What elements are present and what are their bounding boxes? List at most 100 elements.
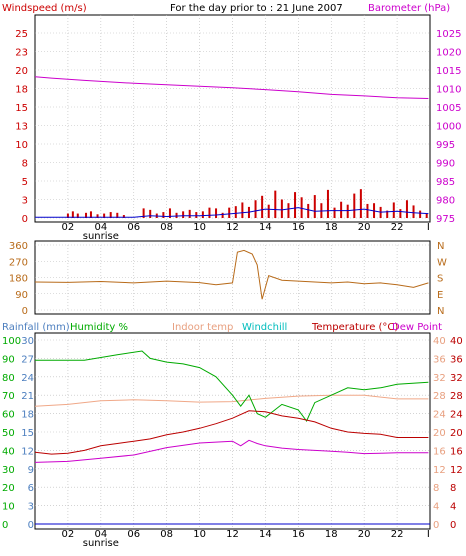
- chart1-left-tick: 10: [15, 140, 28, 151]
- chart3-temp-tick: 20: [450, 428, 463, 439]
- chart3-indoor-tick: 36: [433, 354, 446, 365]
- chart3-humidity-tick: 20: [2, 483, 15, 494]
- gust-bar: [280, 199, 283, 218]
- chart3-x-tick: 14: [259, 529, 272, 540]
- chart3-x-tick: 20: [358, 529, 371, 540]
- gust-bar: [122, 215, 125, 218]
- chart3-rain-tick: 30: [21, 336, 34, 347]
- chart3-humidity-tick: 30: [2, 465, 15, 476]
- chart3-x-tick: 12: [226, 529, 239, 540]
- gust-bar: [366, 203, 369, 218]
- gust-bar: [201, 211, 204, 218]
- chart1-x-tick: 04: [94, 222, 107, 233]
- chart3-rain-tick: 24: [21, 373, 34, 384]
- chart3-humidity-tick: 50: [2, 428, 15, 439]
- chart3-x-tick: 16: [292, 529, 305, 540]
- gust-bar: [392, 202, 395, 218]
- chart3-x-tick: 22: [391, 529, 404, 540]
- chart1-right-tick: 1020: [436, 48, 461, 59]
- gust-bar: [353, 193, 356, 218]
- chart1-left-tick: 23: [15, 48, 28, 59]
- chart3-indoor-tick: 4: [433, 502, 439, 513]
- chart1-left-tick: 13: [15, 122, 28, 133]
- chart3-x-tick: 04: [94, 529, 107, 540]
- chart1-x-tick: 20: [358, 222, 371, 233]
- chart3-humidity-tick: 10: [2, 502, 15, 513]
- gust-bar: [142, 208, 145, 218]
- chart1-frame: [34, 14, 431, 223]
- gust-bar: [103, 213, 106, 218]
- chart3-indoor-tick: 24: [433, 410, 446, 421]
- chart3-temp-tick: 0: [450, 520, 456, 531]
- chart1-end-marker: I: [427, 222, 430, 233]
- gust-bar: [267, 204, 270, 218]
- gust-bar: [71, 211, 74, 218]
- gust-bar: [188, 209, 191, 218]
- legend-dewpoint: Dew Point: [392, 322, 442, 333]
- gust-bar: [254, 200, 257, 218]
- gust-bar: [195, 212, 198, 218]
- dewpoint-line: [34, 439, 429, 463]
- gust-bar: [96, 214, 99, 218]
- gust-bar: [175, 212, 178, 218]
- chart3-indoor-tick: 8: [433, 483, 439, 494]
- chart3-rain-tick: 27: [21, 354, 34, 365]
- chart1-x-tick: 12: [226, 222, 239, 233]
- gust-bar: [412, 205, 415, 218]
- chart3-humidity-tick: 100: [2, 336, 21, 347]
- gust-bar: [215, 208, 218, 218]
- gust-bar: [162, 212, 165, 218]
- gust-bar: [346, 204, 349, 218]
- chart1-x-tick: 22: [391, 222, 404, 233]
- chart3-temp-tick: 16: [450, 446, 463, 457]
- barometer-line: [34, 76, 429, 99]
- gust-bar: [66, 213, 69, 218]
- gust-bar: [109, 212, 112, 218]
- avg-wind-line: [35, 207, 429, 218]
- chart1-left-tick: 5: [22, 177, 28, 188]
- chart2-left-tick: 90: [15, 290, 28, 301]
- gust-bar: [76, 213, 79, 218]
- chart2-right-tick: W: [437, 257, 447, 268]
- chart2-right-tick: N: [437, 306, 444, 317]
- gust-bar: [85, 212, 88, 218]
- gust-bar: [274, 190, 277, 218]
- chart3-temp-tick: 4: [450, 502, 456, 513]
- gust-bar: [405, 200, 408, 218]
- temperature-line: [34, 410, 429, 455]
- legend-rainfall: Rainfall (mm): [2, 322, 70, 333]
- gust-bar: [149, 209, 152, 218]
- chart3-temp-tick: 36: [450, 354, 463, 365]
- gust-bar: [89, 211, 92, 218]
- chart-title: For the day prior to : 21 June 2007: [170, 3, 343, 14]
- gust-bar: [168, 208, 171, 218]
- gust-bar: [116, 212, 119, 218]
- chart3-rain-tick: 6: [28, 483, 34, 494]
- chart3-indoor-tick: 28: [433, 391, 446, 402]
- gust-bar: [313, 195, 316, 218]
- legend-temperature: Temperature (°C): [311, 322, 398, 333]
- chart3-temp-tick: 12: [450, 465, 463, 476]
- wind-direction-line: [34, 249, 429, 300]
- chart3-indoor-tick: 16: [433, 446, 446, 457]
- chart3-x-tick: 02: [62, 529, 75, 540]
- chart3-x-tick: 06: [127, 529, 140, 540]
- chart2-left-tick: 0: [22, 306, 28, 317]
- chart3-indoor-tick: 12: [433, 465, 446, 476]
- gust-bar: [340, 201, 343, 218]
- chart2-right-tick: S: [437, 274, 443, 285]
- chart3-humidity-tick: 40: [2, 446, 15, 457]
- gust-bar: [399, 209, 402, 218]
- chart3-temp-tick: 8: [450, 483, 456, 494]
- chart1-x-tick: 16: [292, 222, 305, 233]
- chart1-left-tick: 8: [22, 159, 28, 170]
- chart3-rain-tick: 12: [21, 446, 34, 457]
- gust-bar: [228, 207, 231, 218]
- chart3-indoor-tick: 0: [433, 520, 439, 531]
- chart3-frame: [34, 332, 431, 530]
- gust-bar: [241, 202, 244, 218]
- chart3-indoor-tick: 20: [433, 428, 446, 439]
- chart1-x-tick: 10: [193, 222, 206, 233]
- indoor-temp-line: [34, 394, 429, 407]
